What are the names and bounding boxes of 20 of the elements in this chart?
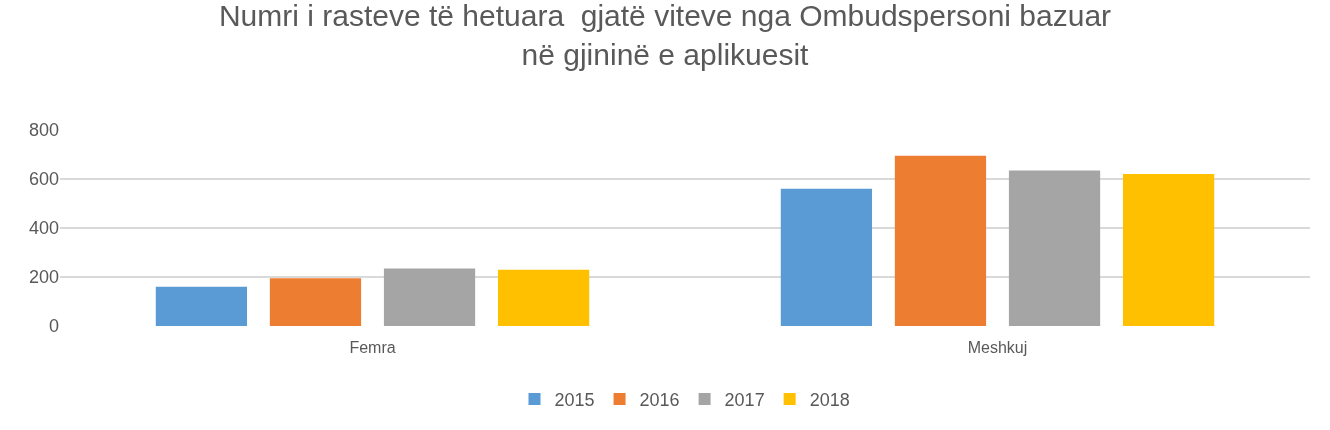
bar	[497, 269, 590, 326]
legend-label: 2015	[554, 390, 595, 411]
y-tick-label: 200	[28, 267, 59, 288]
bar	[269, 278, 362, 326]
legend-label: 2016	[639, 390, 680, 411]
bar	[155, 286, 248, 326]
x-tick-label: Femra	[349, 339, 396, 356]
bar	[1008, 170, 1101, 326]
y-tick-label: 0	[48, 316, 59, 337]
chart-title: Numri i rasteve të hetuara gjatë viteve nga Ombudspersoni bazuar në gjininë e aplikuesit	[218, 0, 1112, 71]
legend-label: 2017	[724, 390, 765, 411]
bar	[894, 155, 987, 326]
bar	[780, 188, 873, 326]
y-tick-label: 400	[28, 218, 59, 239]
y-tick-label: 800	[28, 120, 59, 141]
legend-label: 2018	[809, 390, 850, 411]
x-tick-label: Meshkuj	[967, 339, 1028, 356]
bar	[383, 268, 476, 326]
y-tick-label: 600	[28, 169, 59, 190]
bar	[1122, 174, 1215, 326]
